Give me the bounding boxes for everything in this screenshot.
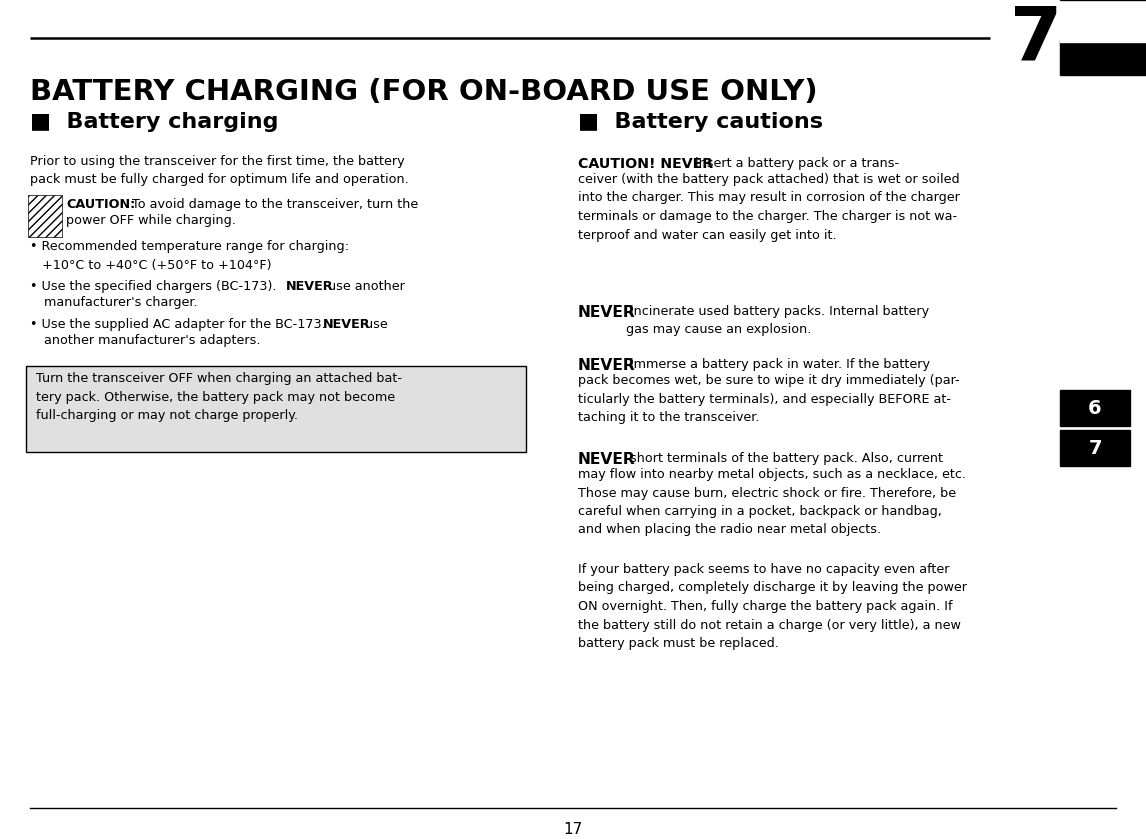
Text: incinerate used battery packs. Internal battery
gas may cause an explosion.: incinerate used battery packs. Internal … (626, 305, 929, 336)
Text: CAUTION:: CAUTION: (66, 198, 135, 211)
Text: use another: use another (324, 280, 405, 293)
Text: Prior to using the transceiver for the first time, the battery
pack must be full: Prior to using the transceiver for the f… (30, 155, 409, 186)
Text: NEVER: NEVER (578, 358, 636, 373)
Text: NEVER: NEVER (286, 280, 333, 293)
Text: manufacturer's charger.: manufacturer's charger. (44, 296, 197, 309)
Text: • Use the supplied AC adapter for the BC-173.: • Use the supplied AC adapter for the BC… (30, 318, 330, 331)
Bar (1060, 390, 1130, 426)
Bar (1060, 40, 1146, 75)
Text: ceiver (with the battery pack attached) that is wet or soiled
into the charger. : ceiver (with the battery pack attached) … (578, 173, 960, 242)
Text: may flow into nearby metal objects, such as a necklace, etc.
Those may cause bur: may flow into nearby metal objects, such… (578, 468, 966, 536)
Text: insert a battery pack or a trans-: insert a battery pack or a trans- (691, 157, 900, 170)
Bar (1060, 39, 1146, 42)
Text: NEVER: NEVER (323, 318, 370, 331)
Text: To avoid damage to the transceiver, turn the: To avoid damage to the transceiver, turn… (128, 198, 418, 211)
Text: ■  Battery cautions: ■ Battery cautions (578, 112, 823, 132)
Text: NEVER: NEVER (578, 452, 636, 467)
Text: power OFF while charging.: power OFF while charging. (66, 214, 236, 227)
Text: CAUTION! NEVER: CAUTION! NEVER (578, 157, 713, 171)
Text: If your battery pack seems to have no capacity even after
being charged, complet: If your battery pack seems to have no ca… (578, 563, 967, 650)
Text: NEVER: NEVER (578, 305, 636, 320)
Text: short terminals of the battery pack. Also, current: short terminals of the battery pack. Als… (626, 452, 943, 465)
Text: Turn the transceiver OFF when charging an attached bat-
tery pack. Otherwise, th: Turn the transceiver OFF when charging a… (36, 372, 402, 422)
Text: BATTERY CHARGING (FOR ON-BOARD USE ONLY): BATTERY CHARGING (FOR ON-BOARD USE ONLY) (30, 78, 817, 106)
Text: pack becomes wet, be sure to wipe it dry immediately (par-
ticularly the battery: pack becomes wet, be sure to wipe it dry… (578, 374, 959, 424)
Text: use: use (361, 318, 387, 331)
Text: another manufacturer's adapters.: another manufacturer's adapters. (44, 334, 260, 347)
Text: • Use the specified chargers (BC-173).: • Use the specified chargers (BC-173). (30, 280, 281, 293)
Bar (28, 195, 62, 237)
Text: 6: 6 (1089, 399, 1101, 418)
Bar (26, 366, 526, 452)
Text: 7: 7 (1089, 439, 1101, 457)
Text: immerse a battery pack in water. If the battery: immerse a battery pack in water. If the … (626, 358, 931, 371)
Text: 7: 7 (1010, 2, 1062, 75)
Text: • Recommended temperature range for charging:
   +10°C to +40°C (+50°F to +104°F: • Recommended temperature range for char… (30, 240, 350, 272)
Bar (1060, 430, 1130, 466)
Text: ■  Battery charging: ■ Battery charging (30, 112, 278, 132)
Text: 17: 17 (564, 822, 582, 837)
